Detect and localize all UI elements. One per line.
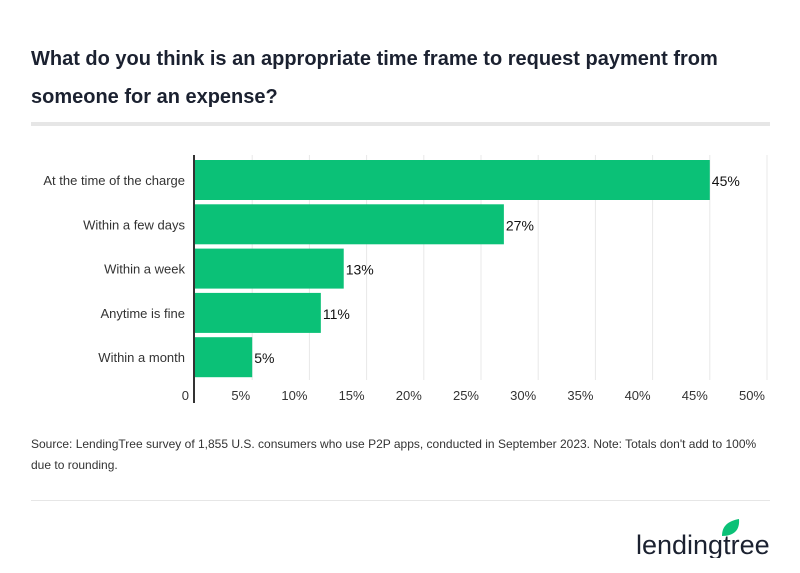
bar xyxy=(195,337,253,378)
data-label: 27% xyxy=(506,217,534,233)
bar-chart: 0 5% 10% 15% 20% 25% 30% 35% 40% 45% 50% At the tim… xyxy=(43,155,768,403)
data-label: 5% xyxy=(254,350,274,366)
category-label: Within a few days xyxy=(83,217,185,232)
source-note: Source: LendingTree survey of 1,855 U.S.… xyxy=(31,437,757,472)
bar xyxy=(195,292,321,333)
title-divider xyxy=(31,122,770,126)
x-tick-label: 20% xyxy=(396,388,422,403)
x-tick-label: 40% xyxy=(625,388,651,403)
category-label: Within a month xyxy=(98,350,185,365)
category-label: Within a week xyxy=(104,262,185,277)
lendingtree-logo: lendingtree xyxy=(636,518,776,563)
category-label: At the time of the charge xyxy=(43,173,185,188)
data-label: 11% xyxy=(323,306,350,322)
data-label: 13% xyxy=(346,262,374,278)
x-tick-label: 15% xyxy=(339,388,365,403)
footer-divider xyxy=(31,500,770,501)
x-tick-label: 30% xyxy=(510,388,536,403)
svg-text:lendingtree: lendingtree xyxy=(636,530,770,558)
x-tick-label: 5% xyxy=(231,388,250,403)
leaf-icon xyxy=(722,519,740,536)
bar xyxy=(195,160,710,200)
x-tick-label: 0 xyxy=(182,388,189,403)
x-tick-label: 45% xyxy=(682,388,708,403)
bar xyxy=(195,248,344,289)
category-label: Anytime is fine xyxy=(100,306,185,321)
data-label: 45% xyxy=(712,173,740,189)
x-tick-label: 35% xyxy=(567,388,593,403)
bar xyxy=(195,204,504,245)
chart-title: What do you think is an appropriate time… xyxy=(31,48,718,108)
x-tick-label: 50% xyxy=(739,388,765,403)
x-tick-label: 10% xyxy=(281,388,307,403)
x-tick-label: 25% xyxy=(453,388,479,403)
